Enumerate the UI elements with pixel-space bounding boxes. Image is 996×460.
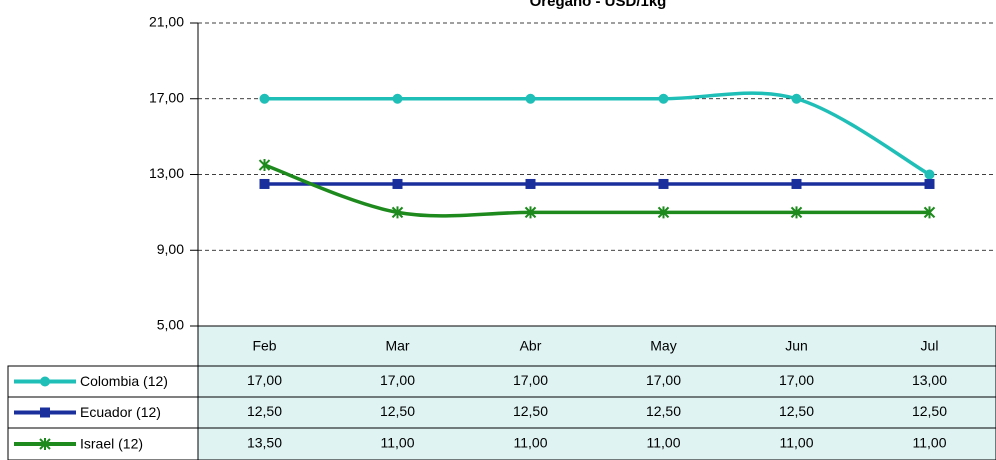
table-value: 11,00 [780,435,814,451]
marker [40,376,50,387]
table-value: 17,00 [380,372,415,388]
x-tick-label: May [650,338,676,354]
marker [924,178,935,189]
table-value: 12,50 [513,403,548,419]
table-row-bg [197,427,996,460]
marker [658,93,669,104]
table-value: 12,50 [912,403,947,419]
table-header-bg [197,325,996,367]
marker [259,93,270,104]
table-value: 12,50 [646,403,681,419]
table-value: 12,50 [247,403,282,419]
table-value: 17,00 [779,372,814,388]
table-value: 11,00 [381,435,415,451]
marker [657,206,670,219]
table-value: 12,50 [779,403,814,419]
table-row-bg [197,365,996,398]
legend-label: Colombia (12) [80,373,168,389]
marker [525,178,536,189]
legend-label: Israel (12) [80,436,143,452]
marker [391,206,404,219]
marker [259,178,270,189]
marker [392,93,403,104]
marker [524,206,537,219]
table-value: 17,00 [513,372,548,388]
y-tick-label: 5,00 [157,317,184,333]
table-value: 13,50 [247,435,282,451]
y-tick-label: 21,00 [149,14,184,30]
marker [39,438,51,450]
table-value: 13,00 [912,372,947,388]
marker [392,178,403,189]
series-line [263,163,930,218]
table-row-bg [197,396,996,429]
marker [258,159,271,172]
x-tick-label: Mar [385,338,409,354]
series-line [264,91,931,177]
marker [790,206,803,219]
marker [791,93,802,104]
y-tick-label: 17,00 [149,89,184,105]
table-value: 12,50 [380,403,415,419]
marker [791,178,802,189]
table-value: 11,00 [647,435,681,451]
marker [40,407,50,418]
y-tick-label: 13,00 [149,165,184,181]
x-tick-label: Abr [520,338,542,354]
marker [658,178,669,189]
table-value: 17,00 [646,372,681,388]
marker [923,206,936,219]
marker [924,169,935,180]
table-value: 11,00 [514,435,548,451]
chart-title: Orégano - USD/1kg [530,0,667,10]
table-value: 11,00 [913,435,947,451]
x-tick-label: Jul [921,338,939,354]
x-tick-label: Feb [252,338,276,354]
x-tick-label: Jun [785,338,808,354]
y-tick-label: 9,00 [157,241,184,257]
marker [525,93,536,104]
legend-label: Ecuador (12) [80,404,161,420]
table-value: 17,00 [247,372,282,388]
